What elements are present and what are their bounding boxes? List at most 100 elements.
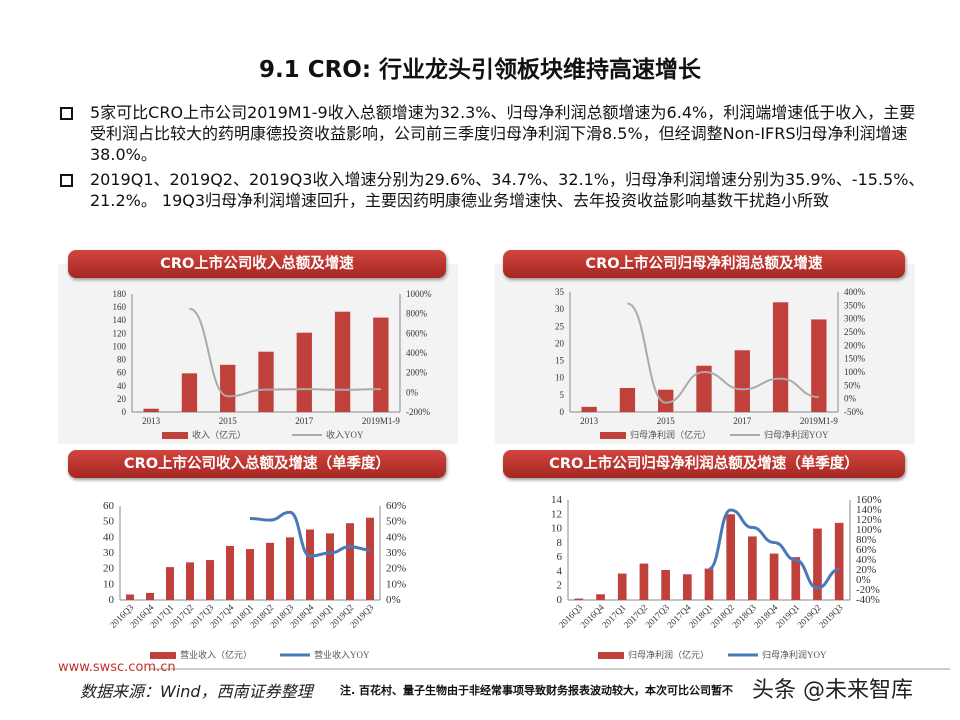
bar: [334, 311, 351, 412]
data-source: 数据来源：Wind，西南证券整理: [80, 682, 313, 701]
bar: [639, 563, 649, 600]
y2-tick-label: 50%: [844, 380, 861, 390]
y2-tick-label: 400%: [844, 287, 866, 297]
chart-annual-profit: 0 5 10 15 20 25 30 35 -50% 0% 50% 100% 150% 200% 250% 3…: [555, 287, 866, 440]
chart-panel: [495, 264, 915, 444]
y2-tick-label: 30%: [386, 547, 406, 559]
y2-tick-label: 40%: [856, 554, 876, 566]
chart-header: CRO上市公司归母净利润总额及增速（单季度）: [503, 450, 905, 478]
yoy-line: [708, 508, 840, 590]
y-tick-label: 40: [117, 381, 127, 391]
bar: [326, 533, 334, 600]
y2-tick-label: 60%: [386, 500, 406, 512]
legend-bar-swatch: [150, 652, 176, 659]
bar: [373, 317, 389, 412]
y-tick-label: 10: [103, 578, 115, 590]
y-tick-label: 180: [113, 289, 127, 299]
bar: [682, 574, 692, 600]
y-tick-label: 30: [103, 547, 115, 559]
bar: [126, 594, 134, 600]
yoy-line: [189, 307, 381, 398]
chart-header: CRO上市公司收入总额及增速（单季度）: [68, 450, 446, 478]
y-tick-label: 100: [113, 341, 127, 351]
y-tick-label: 20: [555, 338, 565, 348]
y2-tick-label: 600%: [406, 328, 428, 338]
bar: [206, 560, 214, 600]
y2-tick-label: 20%: [856, 564, 876, 576]
website-link[interactable]: www.swsc.com.cn: [58, 660, 176, 675]
bar: [661, 570, 670, 600]
y2-tick-label: 0%: [856, 574, 871, 586]
y2-tick-label: 60%: [856, 544, 876, 556]
legend-bar-swatch: [598, 652, 624, 659]
y-tick-label: 14: [551, 494, 563, 506]
legend-label: 归母净利润（亿元）: [630, 429, 711, 440]
y2-tick-label: -20%: [856, 584, 880, 596]
legend-label: 归母净利润（亿元）: [628, 649, 709, 660]
y-tick-label: 80: [117, 355, 127, 365]
yoy-line: [249, 510, 371, 558]
y-tick-label: 20: [103, 563, 115, 575]
bullet-item: 2019Q1、2019Q2、2019Q3收入增速分别为29.6%、34.7%、3…: [58, 169, 928, 211]
bar: [734, 350, 750, 412]
x-tick-label: 2017: [733, 416, 752, 426]
y-tick-label: 60: [117, 368, 127, 378]
bar: [596, 594, 605, 600]
bar: [834, 522, 844, 600]
y2-tick-label: 200%: [844, 340, 866, 350]
y-tick-label: 0: [122, 407, 127, 417]
bar: [581, 406, 597, 412]
bar: [143, 408, 159, 412]
y-tick-label: 20: [117, 394, 127, 404]
bar: [704, 568, 714, 600]
bullet-item: 5家可比CRO上市公司2019M1-9收入总额增速为32.3%、归母净利润总额增…: [58, 102, 928, 165]
y2-tick-label: -50%: [844, 407, 864, 417]
legend-label: 归母净利润YOY: [762, 649, 827, 660]
x-tick-label: 2017: [295, 416, 314, 426]
y2-tick-label: 40%: [386, 531, 406, 543]
x-tick-label: 2013: [142, 416, 161, 426]
y-tick-label: 40: [103, 531, 115, 543]
y-tick-label: 140: [113, 315, 127, 325]
y2-tick-label: 350%: [844, 300, 866, 310]
bar: [726, 514, 736, 600]
bar: [266, 542, 274, 600]
bar: [220, 364, 236, 412]
y2-tick-label: 800%: [406, 309, 428, 319]
y-tick-label: 30: [555, 304, 565, 314]
y-tick-label: 6: [557, 551, 563, 563]
x-tick-label: 2015: [657, 416, 676, 426]
y-tick-label: 10: [555, 373, 565, 383]
y2-tick-label: 160%: [856, 494, 882, 506]
bar: [166, 567, 174, 600]
y-tick-label: 4: [557, 565, 563, 577]
bar: [246, 549, 254, 600]
y2-tick-label: 0%: [386, 594, 401, 606]
bar: [696, 365, 712, 412]
yoy-line: [627, 302, 819, 404]
bar: [306, 529, 314, 600]
bar: [619, 388, 636, 412]
bar: [146, 592, 154, 600]
y2-tick-label: 50%: [386, 516, 406, 528]
y-tick-label: 15: [555, 356, 565, 366]
legend-label: 营业收入（亿元）: [180, 649, 252, 660]
page-title: 9.1 CRO: 行业龙头引领板块维持高速增长: [258, 57, 702, 83]
x-tick-label: 2019Q3: [817, 602, 845, 630]
bar: [772, 302, 789, 412]
x-tick-label: 2015: [219, 416, 238, 426]
y2-tick-label: 100%: [856, 524, 882, 536]
legend-label: 收入（亿元）: [192, 429, 246, 440]
bar: [658, 389, 674, 412]
y2-tick-label: 0%: [844, 394, 857, 404]
y-tick-label: 10: [551, 523, 563, 535]
chart-header: CRO上市公司收入总额及增速: [68, 250, 446, 278]
chart-quarterly-revenue: 01020304050600%10%20%30%40%50%60%2016Q32…: [103, 500, 406, 660]
bar: [286, 537, 294, 600]
legend-label: 营业收入YOY: [314, 649, 370, 660]
bullet-list: 5家可比CRO上市公司2019M1-9收入总额增速为32.3%、归母净利润总额增…: [58, 102, 928, 215]
y-tick-label: 50: [103, 516, 115, 528]
y-tick-label: 160: [113, 302, 127, 312]
y2-tick-label: 0%: [406, 387, 419, 397]
legend-bar-swatch: [162, 432, 188, 439]
